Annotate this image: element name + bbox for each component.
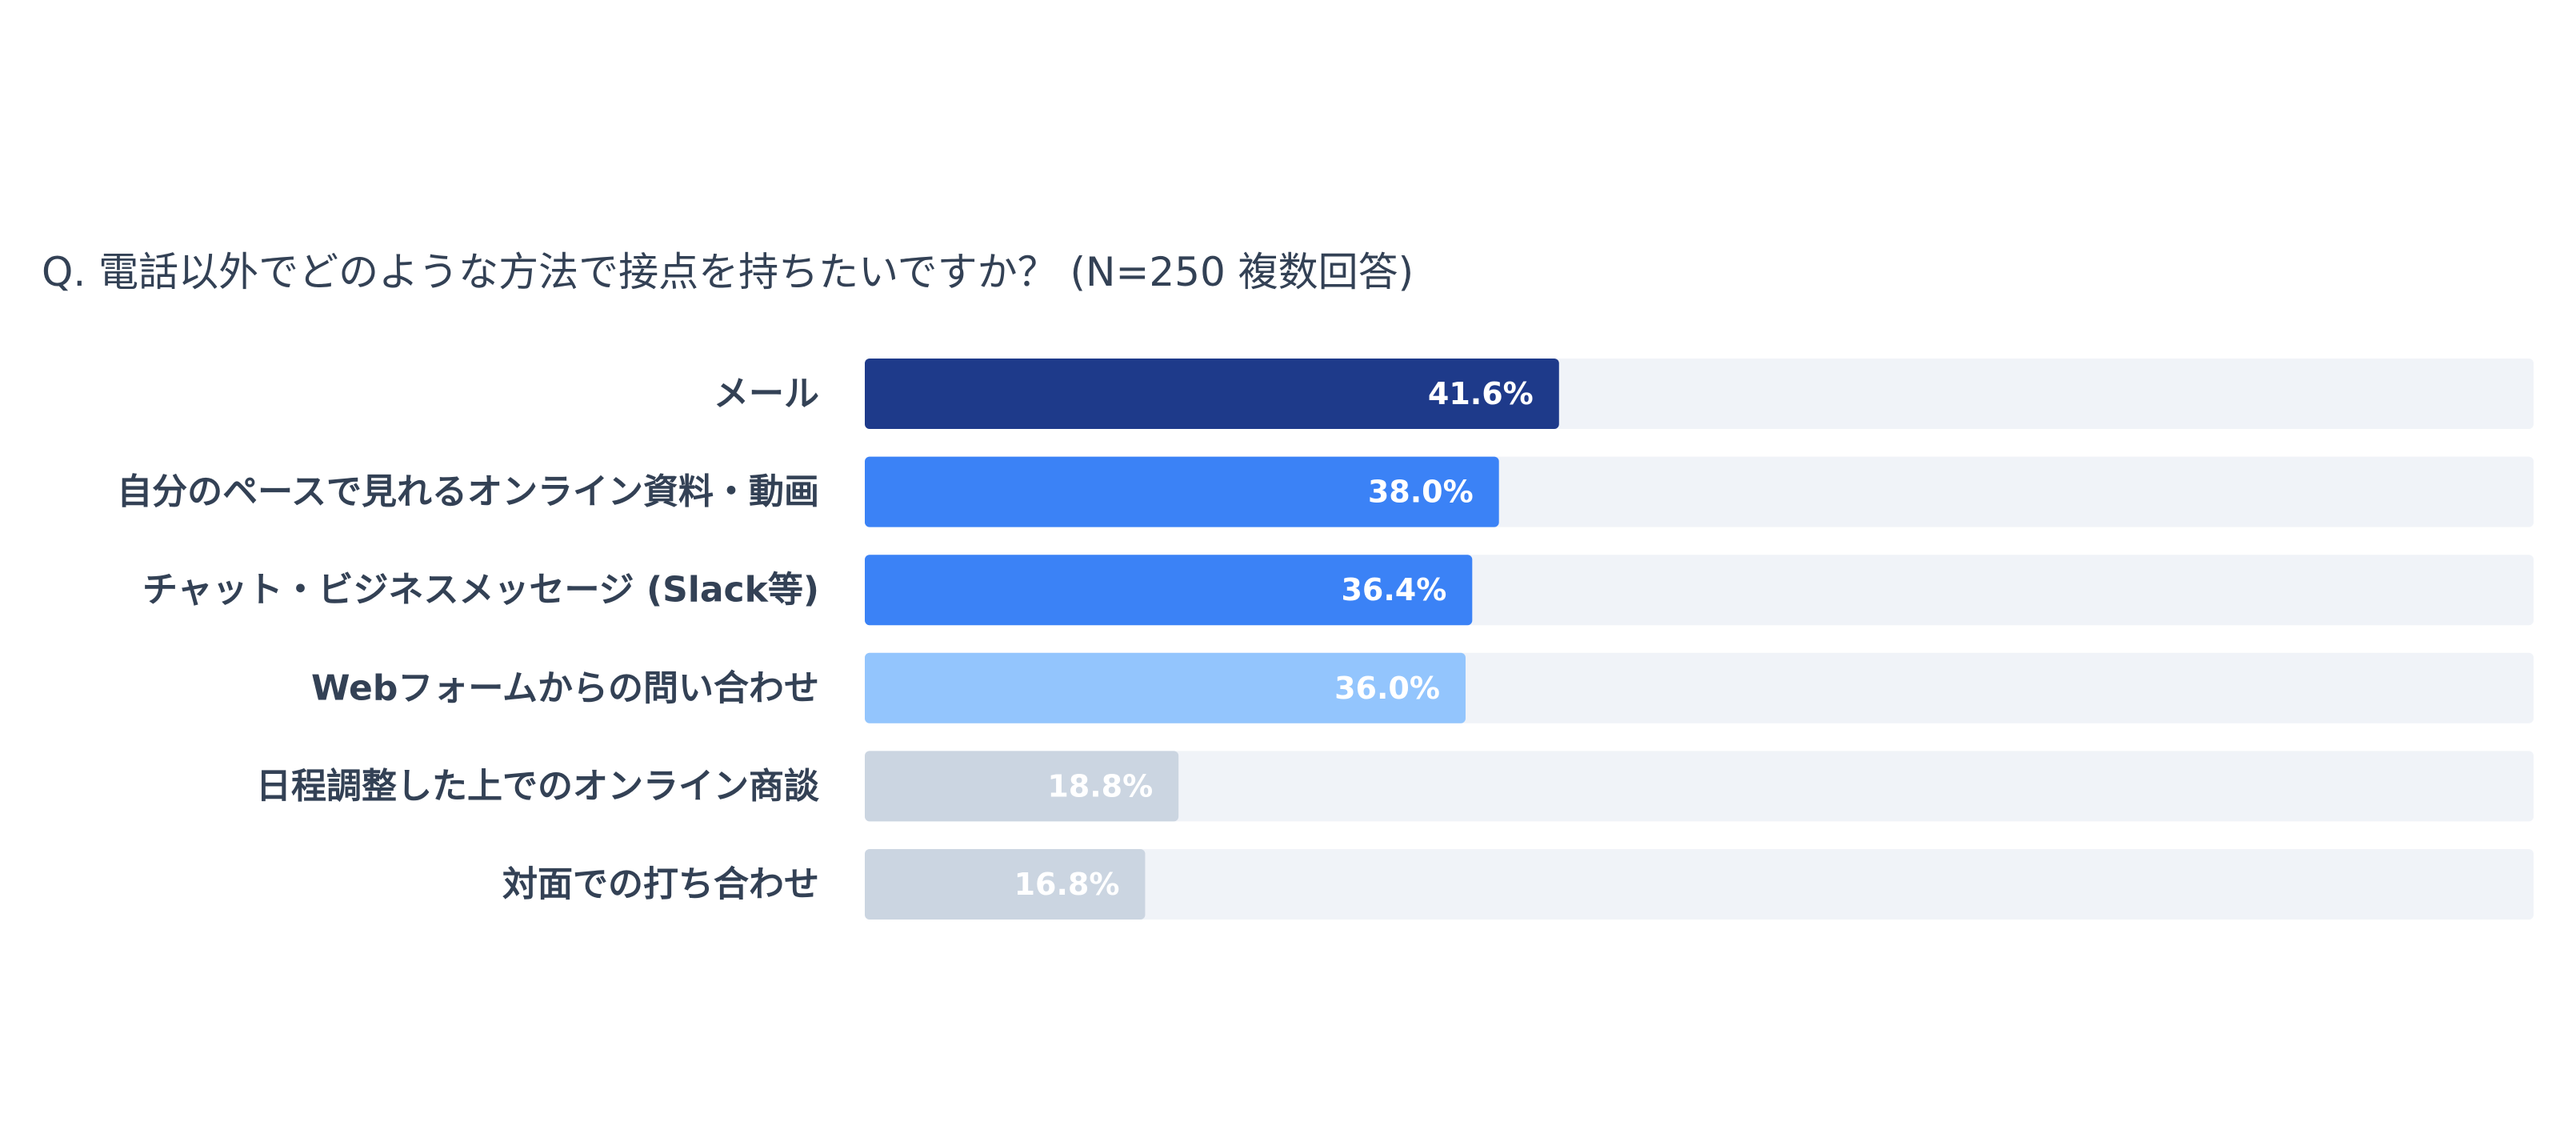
bar xyxy=(865,751,1179,822)
category-label: 対面での打ち合わせ xyxy=(502,864,819,905)
value-label: 16.8% xyxy=(1014,867,1120,902)
value-label: 18.8% xyxy=(1047,768,1153,803)
category-label: チャット・ビジネスメッセージ (Slack等) xyxy=(142,570,819,611)
bar xyxy=(865,849,1146,920)
bar-row: メール 41.6% xyxy=(714,359,2534,429)
bar xyxy=(865,359,1559,429)
category-label: メール xyxy=(714,374,819,415)
bar-row: 対面での打ち合わせ 16.8% xyxy=(502,849,2534,920)
bar-row: チャット・ビジネスメッセージ (Slack等) 36.4% xyxy=(142,555,2534,626)
chart-title: Q. 電話以外でどのような方法で接点を持ちたいですか？ (N=250 複数回答) xyxy=(42,249,1414,295)
value-label: 36.0% xyxy=(1334,671,1440,706)
category-label: 日程調整した上でのオンライン商談 xyxy=(256,766,819,807)
value-label: 36.4% xyxy=(1341,572,1446,607)
bar-row: Webフォームからの問い合わせ 36.0% xyxy=(311,652,2534,723)
category-label: 自分のペースで見れるオンライン資料・動画 xyxy=(117,471,819,512)
value-label: 38.0% xyxy=(1368,475,1474,510)
bar xyxy=(865,555,1473,626)
bar-row: 日程調整した上でのオンライン商談 18.8% xyxy=(256,751,2534,822)
category-label: Webフォームからの問い合わせ xyxy=(311,667,819,708)
value-label: 41.6% xyxy=(1428,376,1534,411)
bar-row: 自分のペースで見れるオンライン資料・動画 38.0% xyxy=(117,456,2534,527)
bar xyxy=(865,456,1499,527)
bar-track xyxy=(865,751,2534,822)
bar-track xyxy=(865,849,2534,920)
bar xyxy=(865,652,1466,723)
